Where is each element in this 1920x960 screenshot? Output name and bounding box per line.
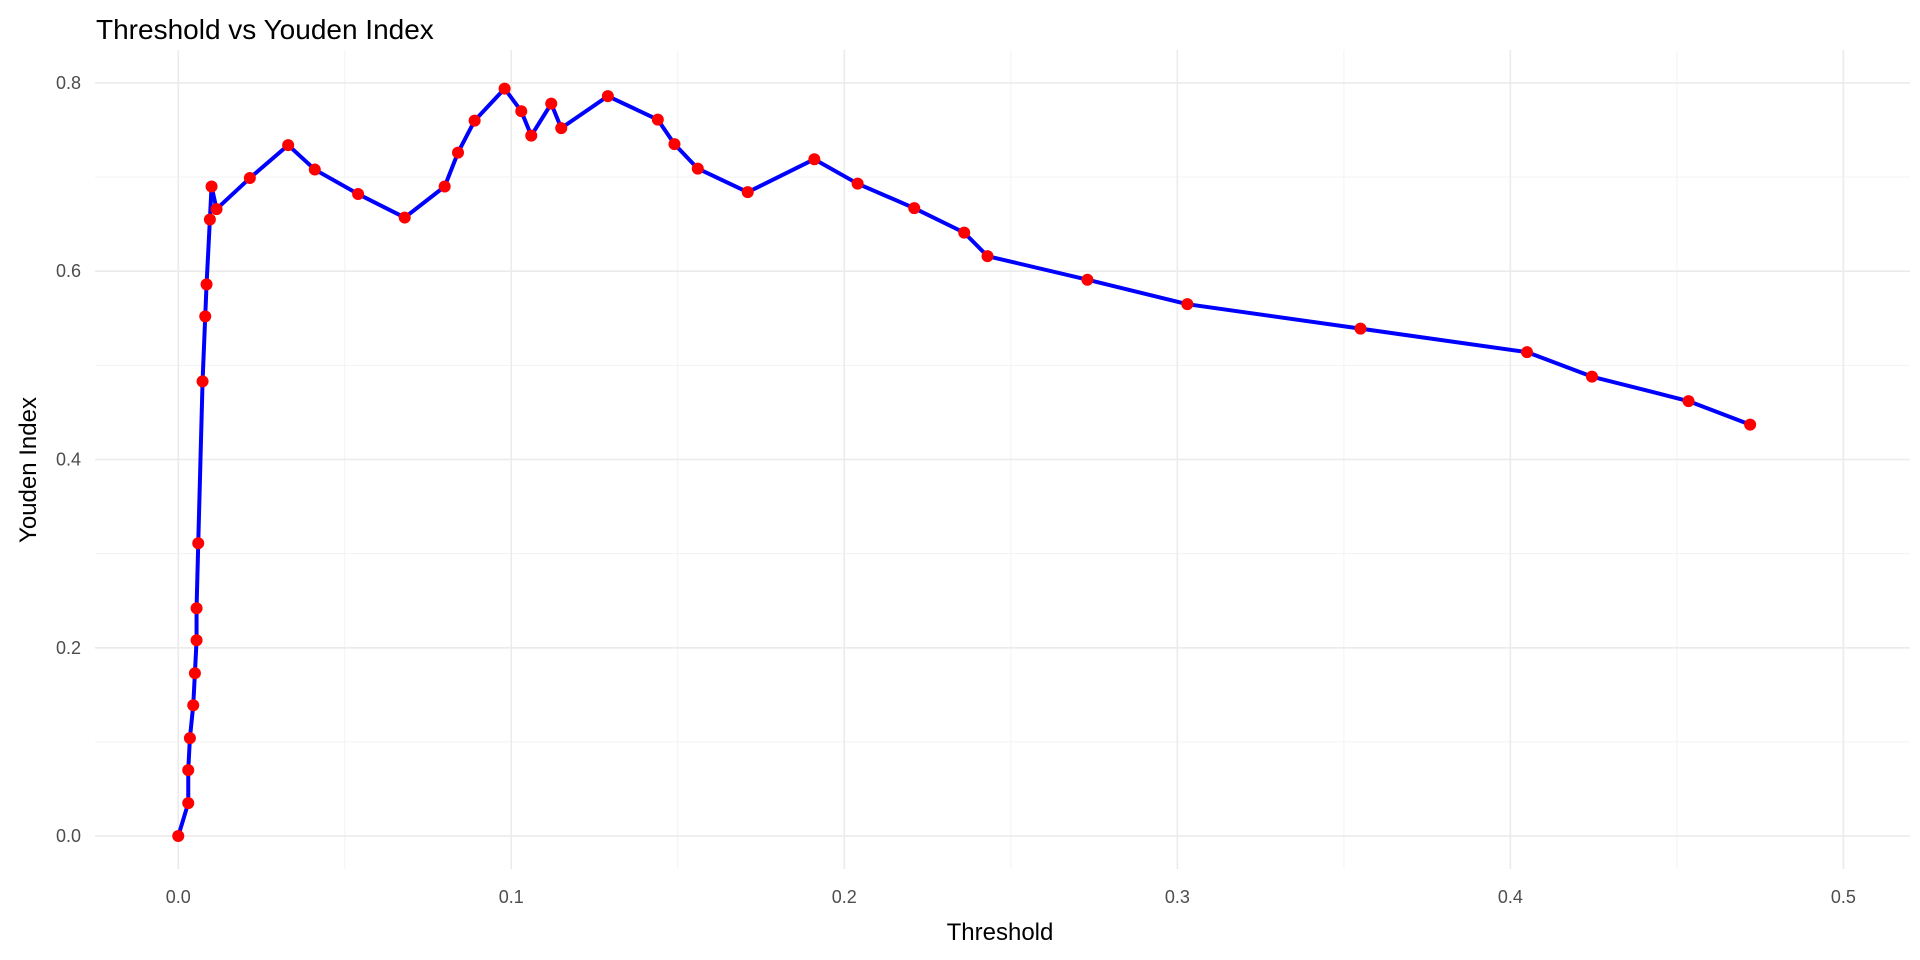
data-point [190, 602, 203, 615]
data-point [182, 764, 195, 777]
data-point [958, 226, 971, 239]
x-tick-label: 0.2 [832, 887, 857, 907]
data-point [1081, 273, 1094, 286]
data-point [555, 122, 568, 135]
data-point [183, 732, 196, 745]
data-point [1744, 418, 1757, 431]
data-point [1521, 346, 1534, 359]
data-point [1585, 370, 1598, 383]
data-point [188, 667, 201, 680]
data-point [468, 114, 481, 127]
chart-title: Threshold vs Youden Index [96, 14, 434, 45]
y-tick-label: 0.2 [56, 638, 81, 658]
y-tick-label: 0.4 [56, 450, 81, 470]
y-axis-title: Youden Index [15, 397, 42, 543]
data-point [182, 797, 195, 810]
data-point [282, 139, 295, 152]
y-tick-label: 0.0 [56, 826, 81, 846]
data-point [1354, 322, 1367, 335]
data-point [243, 172, 256, 185]
data-point [651, 113, 664, 126]
x-axis-tick-labels: 0.0 0.1 0.2 0.3 0.4 0.5 [166, 887, 1856, 907]
y-axis-tick-labels: 0.0 0.2 0.4 0.6 0.8 [56, 73, 81, 846]
y-tick-label: 0.8 [56, 73, 81, 93]
x-axis-title: Threshold [947, 919, 1054, 946]
data-point [438, 180, 451, 193]
data-point [452, 146, 464, 159]
data-point [1682, 395, 1695, 408]
data-point [808, 153, 821, 166]
data-point [498, 82, 511, 95]
data-point [601, 90, 614, 103]
x-tick-label: 0.0 [166, 887, 191, 907]
data-point [203, 213, 216, 226]
data-points-group [172, 82, 1757, 843]
data-point [210, 203, 223, 216]
data-point [741, 186, 754, 199]
data-point [525, 129, 538, 142]
grid-lines [95, 50, 1910, 869]
data-point [199, 310, 212, 323]
data-point [352, 188, 365, 201]
x-tick-label: 0.5 [1831, 887, 1856, 907]
data-point [981, 250, 994, 263]
x-tick-label: 0.4 [1498, 887, 1523, 907]
data-point [851, 177, 864, 190]
data-point [908, 202, 921, 215]
x-tick-label: 0.3 [1165, 887, 1190, 907]
data-point [1181, 298, 1194, 311]
data-point [545, 97, 558, 110]
data-point [196, 375, 209, 388]
data-point [187, 699, 200, 712]
data-point [308, 163, 321, 176]
data-point [192, 537, 205, 550]
data-point [205, 180, 218, 193]
data-point [691, 162, 704, 175]
y-tick-label: 0.6 [56, 261, 81, 281]
data-point [172, 830, 185, 843]
data-point [200, 278, 213, 291]
data-point [190, 634, 203, 647]
data-point [398, 211, 411, 224]
data-point [515, 105, 528, 118]
x-tick-label: 0.1 [499, 887, 524, 907]
data-point [668, 138, 681, 151]
